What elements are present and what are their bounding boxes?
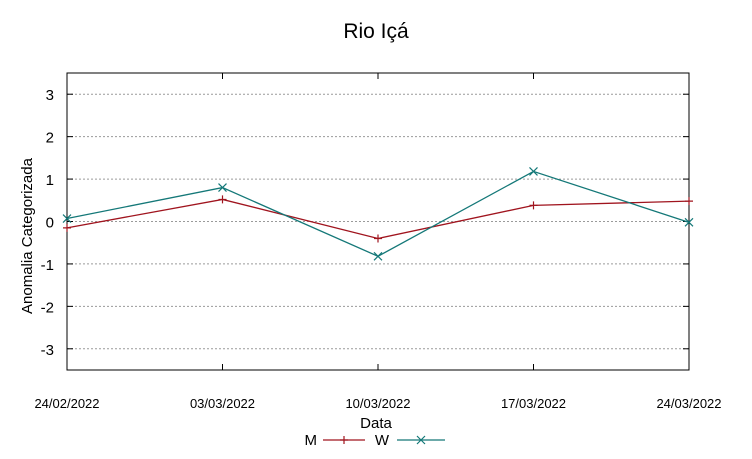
y-tick-label: -1 (41, 257, 54, 274)
x-tick-label: 03/03/2022 (190, 396, 255, 411)
y-tick-label: 2 (46, 130, 54, 147)
legend-marker-M (340, 436, 348, 444)
x-axis-ticks: 24/02/2022 03/03/2022 10/03/2022 17/03/2022… (34, 73, 722, 411)
y-axis-ticks: 3 2 1 0 -1 -2 -3 (41, 87, 689, 359)
series-W (62, 167, 694, 261)
data-point-W (62, 214, 72, 223)
series-line-W (66, 170, 690, 258)
series-layer (62, 167, 694, 261)
series-M (63, 195, 693, 243)
y-tick-label: 0 (46, 215, 54, 232)
y-tick-label: -3 (41, 342, 54, 359)
data-point-M (529, 201, 538, 210)
data-point-M (218, 195, 227, 204)
data-point-M (685, 197, 693, 206)
data-point-W (218, 183, 227, 192)
x-tick-label: 24/03/2022 (656, 396, 721, 411)
y-tick-label: 1 (46, 172, 54, 189)
x-tick-label: 24/02/2022 (34, 396, 99, 411)
x-tick-label: 10/03/2022 (345, 396, 410, 411)
y-axis-label: Anomalia Categorizada (19, 157, 36, 314)
legend-label-W: W (375, 432, 390, 449)
y-tick-label: 3 (46, 87, 54, 104)
data-point-M (63, 223, 71, 232)
grid-lines (67, 93, 689, 350)
legend-marker-W (416, 435, 426, 445)
legend-label-M: M (305, 432, 318, 449)
y-tick-label: -2 (41, 299, 54, 316)
chart-title: Rio Içá (343, 20, 409, 43)
series-line-M (66, 198, 690, 240)
x-tick-label: 17/03/2022 (501, 396, 566, 411)
data-point-W (373, 251, 383, 261)
data-point-W (529, 167, 538, 176)
x-axis-label: Data (360, 415, 392, 432)
data-point-M (374, 234, 382, 243)
data-point-W (684, 217, 694, 227)
